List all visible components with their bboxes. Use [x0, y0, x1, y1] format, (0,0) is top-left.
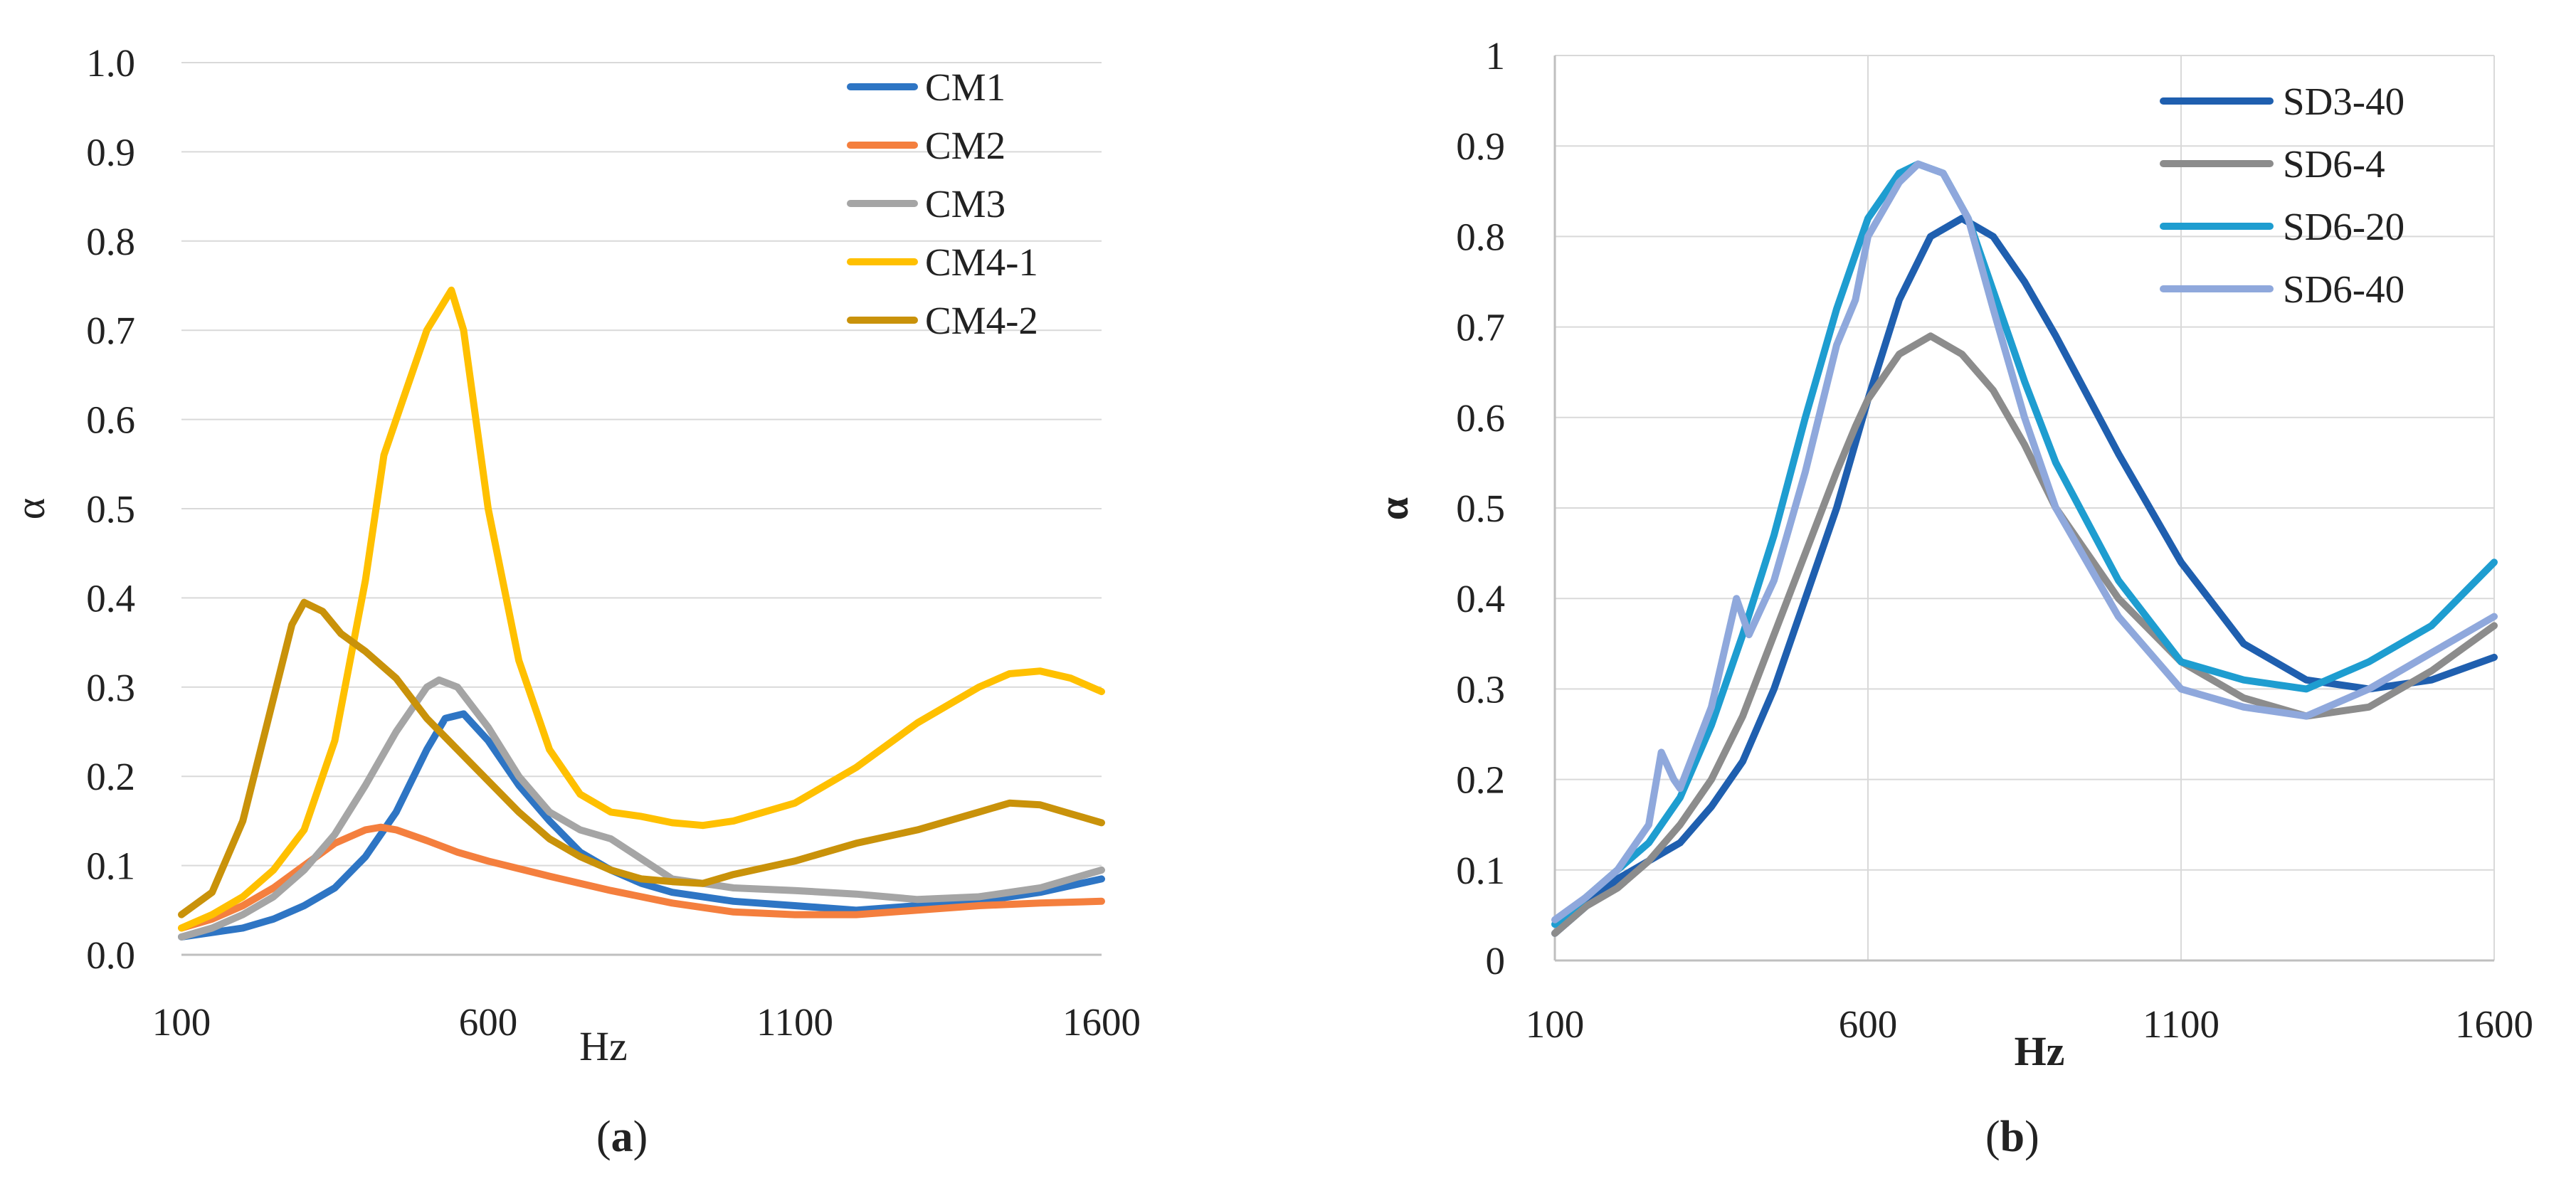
series-line-cm3 — [178, 676, 1105, 941]
series-line-cm2 — [178, 823, 1105, 932]
y-tick-label: 0.0 — [86, 933, 135, 977]
x-tick-label: 1100 — [756, 1000, 833, 1044]
x-tick-label: 1600 — [2455, 1002, 2533, 1046]
x-tick-label: 100 — [152, 1000, 211, 1044]
y-axis-title: α — [7, 498, 53, 519]
y-tick-label: 1.0 — [86, 41, 135, 85]
x-tick-label: 600 — [459, 1000, 518, 1044]
series-line-sd3-40 — [1551, 215, 2498, 937]
x-tick-label: 600 — [1839, 1002, 1898, 1046]
y-tick-label: 0.4 — [86, 576, 135, 620]
panel-caption: (b) — [1985, 1113, 2039, 1161]
y-tick-label: 0.8 — [1456, 215, 1505, 258]
y-tick-label: 0.7 — [1456, 306, 1505, 349]
x-axis-title: Hz — [579, 1023, 628, 1069]
x-tick-label: 1600 — [1062, 1000, 1141, 1044]
y-tick-label: 0.1 — [1456, 849, 1505, 892]
series-line-cm1 — [178, 710, 1105, 941]
legend-label-sd6-20: SD6-20 — [2283, 205, 2405, 248]
series-line-cm4-1 — [178, 286, 1105, 932]
y-tick-label: 0.8 — [86, 220, 135, 263]
legend-label-cm1: CM1 — [925, 65, 1005, 109]
y-axis-title: α — [1371, 497, 1417, 520]
y-tick-label: 0.9 — [1456, 125, 1505, 168]
legend-label-cm4-2: CM4-2 — [925, 299, 1038, 342]
y-tick-label: 0.2 — [1456, 758, 1505, 802]
chart-a: 0.0 0.1 0.2 0.3 0.4 0.5 0.6 0.7 0.8 0.9 1.0 100 600 1… — [7, 41, 1141, 1161]
legend-label-cm3: CM3 — [925, 182, 1005, 226]
y-tick-label: 0.9 — [86, 130, 135, 174]
legend-label-cm2: CM2 — [925, 124, 1005, 167]
x-axis-title: Hz — [2015, 1028, 2065, 1074]
y-tick-label: 0 — [1486, 939, 1506, 983]
y-tick-label: 1 — [1486, 34, 1506, 78]
y-tick-label: 0.1 — [86, 845, 135, 888]
series-line-cm4-2 — [178, 598, 1105, 918]
y-tick-label: 0.4 — [1456, 577, 1505, 620]
y-tick-label: 0.5 — [1456, 487, 1505, 530]
y-tick-label: 0.6 — [86, 398, 135, 442]
y-tick-label: 0.3 — [1456, 667, 1505, 711]
legend-label-cm4-1: CM4-1 — [925, 240, 1038, 284]
x-tick-label: 100 — [1526, 1002, 1585, 1046]
series-line-sd6-4 — [1551, 332, 2498, 937]
y-tick-label: 0.3 — [86, 666, 135, 709]
y-tick-label: 0.2 — [86, 755, 135, 798]
y-tick-label: 0.5 — [86, 487, 135, 531]
legend-label-sd6-4: SD6-4 — [2283, 142, 2385, 186]
series-line-sd6-40 — [1551, 160, 2498, 923]
x-tick-label: 1100 — [2143, 1002, 2219, 1046]
legend-label-sd3-40: SD3-40 — [2283, 80, 2405, 123]
y-tick-label: 0.6 — [1456, 396, 1505, 440]
y-tick-label: 0.7 — [86, 309, 135, 352]
legend-label-sd6-40: SD6-40 — [2283, 268, 2405, 311]
panel-caption: (a) — [596, 1113, 648, 1161]
